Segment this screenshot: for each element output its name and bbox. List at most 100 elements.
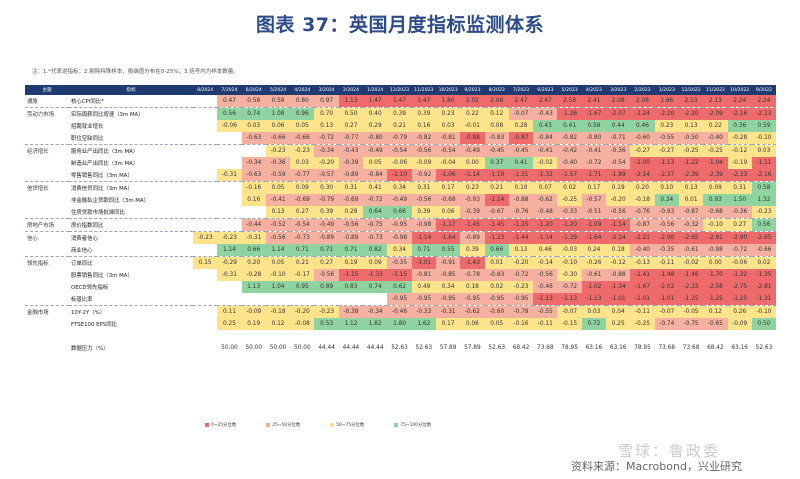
value-cell <box>266 330 290 342</box>
value-cell <box>193 194 217 206</box>
value-cell: -0.11 <box>654 256 679 269</box>
value-cell: 0.06 <box>435 206 461 219</box>
table-row: 房地产市场 房价指数同比 -0.44 -0.52 -0.54 -0.49 -0.56 -0.7… <box>25 218 777 232</box>
value-cell: -0.80 <box>363 132 388 145</box>
value-cell: -1.32 <box>727 269 752 281</box>
value-cell: -0.78 <box>460 269 485 281</box>
value-cell: 44.44 <box>342 345 360 351</box>
value-cell: -0.60 <box>630 132 655 145</box>
value-cell: 0.82 <box>363 244 388 257</box>
value-cell: -0.81 <box>435 132 461 145</box>
value-cell: 78.95 <box>561 345 578 351</box>
value-cell: -1.01 <box>630 293 655 306</box>
value-cell: 0.08 <box>484 120 509 132</box>
indicator-name-cell: 消费者信心 <box>69 231 193 244</box>
indicator-table: 主题 指标 8/2024 7/2024 6/2024 5/2024 4/2024 3/2024… <box>25 85 777 354</box>
category-cell <box>25 330 69 342</box>
value-cell: -2.37 <box>654 169 679 182</box>
value-cell: -1.20 <box>533 218 558 232</box>
value-cell: -1.09 <box>581 218 607 232</box>
indicator-name-cell: 订单同比 <box>69 256 193 269</box>
value-cell: -0.34 <box>241 157 266 169</box>
value-cell: -0.98 <box>703 244 728 257</box>
value-cell: 0.58 <box>751 181 777 194</box>
value-cell <box>217 181 242 194</box>
value-cell: -0.68 <box>703 206 728 219</box>
value-cell <box>193 305 218 318</box>
value-cell <box>193 95 217 108</box>
table-row: 股票销售同比（3m MA） -0.31 -0.28 -0.10 -0.17 -0.56 -1… <box>25 269 777 281</box>
value-cell: -2.33 <box>678 281 704 293</box>
value-cell <box>193 342 217 354</box>
value-cell: 1.14 <box>217 244 242 257</box>
value-cell: -1.04 <box>703 157 728 169</box>
value-cell: 0.00 <box>703 256 728 269</box>
value-cell: -0.56 <box>606 206 631 219</box>
value-cell <box>242 206 266 219</box>
value-cell: 0.16 <box>411 120 436 132</box>
value-cell: 78.95 <box>634 345 651 351</box>
value-cell: 0.46 <box>630 120 655 132</box>
value-cell: 0.47 <box>217 95 242 108</box>
value-cell: 0.09 <box>290 181 315 194</box>
value-cell: -0.04 <box>435 157 461 169</box>
value-cell: -1.64 <box>581 231 607 244</box>
value-cell: -0.31 <box>241 231 266 244</box>
value-cell <box>339 330 363 342</box>
value-cell <box>266 293 290 306</box>
value-cell: -0.75 <box>363 218 388 232</box>
header-month: 12/2023 <box>387 85 412 95</box>
value-cell: -0.54 <box>606 157 631 169</box>
value-cell: 73.68 <box>682 345 700 351</box>
value-cell: -0.62 <box>460 305 485 318</box>
value-cell: -0.39 <box>460 206 485 219</box>
value-cell <box>241 144 266 157</box>
value-cell: -0.91 <box>435 256 461 269</box>
value-cell <box>193 144 218 157</box>
header-month: 8/2024 <box>193 85 218 95</box>
value-cell: 0.39 <box>314 206 339 219</box>
value-cell: -2.14 <box>630 169 655 182</box>
value-cell: -1.35 <box>751 269 777 281</box>
value-cell <box>193 206 217 219</box>
value-cell: -1.25 <box>727 293 752 306</box>
value-cell: 0.09 <box>363 256 388 269</box>
value-cell: 0.23 <box>654 120 679 132</box>
value-cell: 52.63 <box>755 345 773 351</box>
value-cell: -0.02 <box>678 256 704 269</box>
value-cell: -0.76 <box>630 206 655 219</box>
value-cell: -0.09 <box>727 318 752 330</box>
value-cell: 2.24 <box>751 95 777 108</box>
value-cell: 0.21 <box>484 181 509 194</box>
value-cell: -0.82 <box>411 132 436 145</box>
value-cell: 0.44 <box>606 120 631 132</box>
legend-swatch-icon <box>394 422 399 427</box>
value-cell <box>193 318 217 330</box>
value-cell <box>728 330 752 342</box>
value-cell: -0.82 <box>557 132 582 145</box>
value-cell: -0.06 <box>727 256 752 269</box>
value-cell: -2.65 <box>751 231 777 244</box>
value-cell: -0.72 <box>581 157 607 169</box>
value-cell: 0.20 <box>241 256 266 269</box>
value-cell: -0.23 <box>314 305 339 318</box>
value-cell: -2.39 <box>703 169 728 182</box>
value-cell: 0.56 <box>751 218 777 232</box>
table-row: 标普比率 -0.95 -0.95 -0.95 -0.95 -0.95 -0.95 -1.13-… <box>25 293 777 306</box>
value-cell: -0.93 <box>460 194 485 206</box>
value-cell: -0.19 <box>727 157 752 169</box>
value-cell: -0.18 <box>265 305 291 318</box>
value-cell: -0.38 <box>338 305 364 318</box>
value-cell: 0.23 <box>435 107 461 120</box>
value-cell: -0.43 <box>533 107 558 120</box>
value-cell <box>533 330 557 342</box>
value-cell: 73.68 <box>658 345 676 351</box>
value-cell: 0.71 <box>338 244 364 257</box>
value-cell: 1.08 <box>265 107 291 120</box>
value-cell <box>217 218 242 232</box>
legend-item: 50~75分位数 <box>330 422 364 428</box>
value-cell: -0.89 <box>338 231 364 244</box>
value-cell: -1.02 <box>581 281 607 293</box>
value-cell <box>363 293 387 306</box>
indicator-name-cell: 住房贷款市场批准同比 <box>71 210 125 216</box>
